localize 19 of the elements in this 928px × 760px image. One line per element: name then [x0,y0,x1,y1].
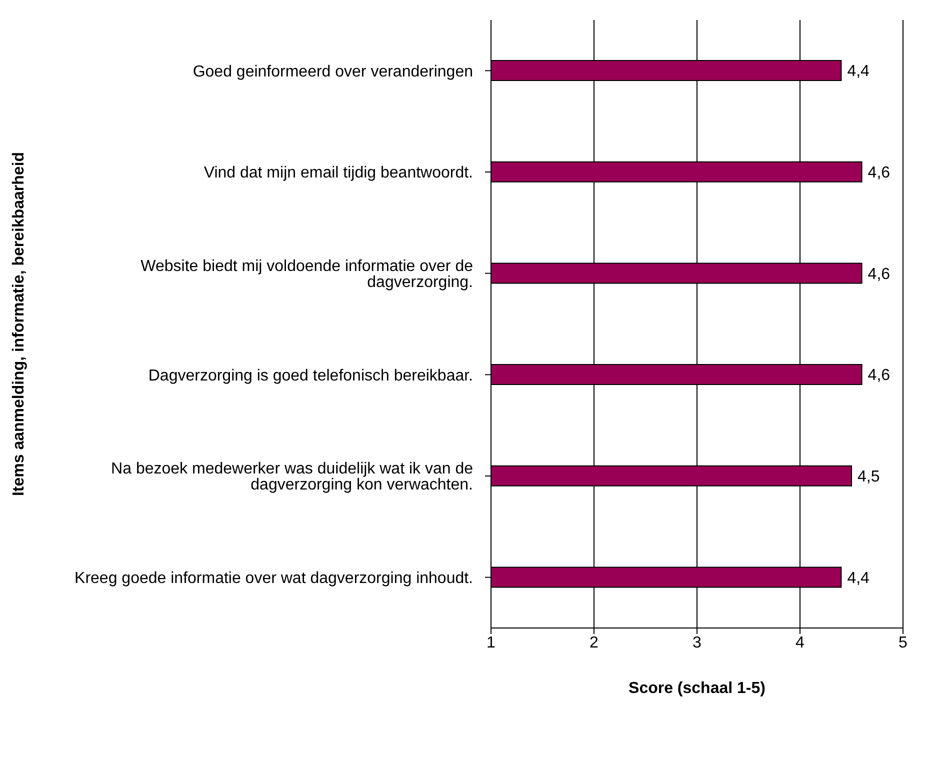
x-tick-label: 2 [590,634,599,652]
x-tick-label: 4 [796,634,805,652]
y-tick-label: Vind dat mijn email tijdig beantwoordt. [204,164,473,182]
x-tick-label: 5 [898,634,908,652]
y-tick-label: Kreeg goede informatie over wat dagverzorging inhoudt. [74,570,473,588]
data-label: 4,6 [868,367,890,384]
y-axis-title: Items aanmelding, informatie, bereikbaarheid [10,152,28,496]
data-label: 4,6 [868,266,890,283]
data-label: 4,5 [858,468,880,486]
x-tick-label: 1 [486,634,496,652]
y-tick-label: Website biedt mij voldoende informatie over de dagverzorging. [140,258,474,292]
data-label: 4,6 [868,164,890,182]
y-tick-label: Na bezoek medewerker was duidelijk wat ik van de dagverzorging kon verwachten. [111,460,474,494]
x-axis-title: Score (schaal 1-5) [628,680,766,697]
x-tick-label: 3 [692,634,702,652]
y-tick-label: Dagverzorging is goed telefonisch bereikbaar. [148,367,473,384]
data-label: 4,4 [847,63,870,80]
y-tick-label: Goed geinformeerd over veranderingen [192,63,473,80]
data-label: 4,4 [847,570,870,587]
